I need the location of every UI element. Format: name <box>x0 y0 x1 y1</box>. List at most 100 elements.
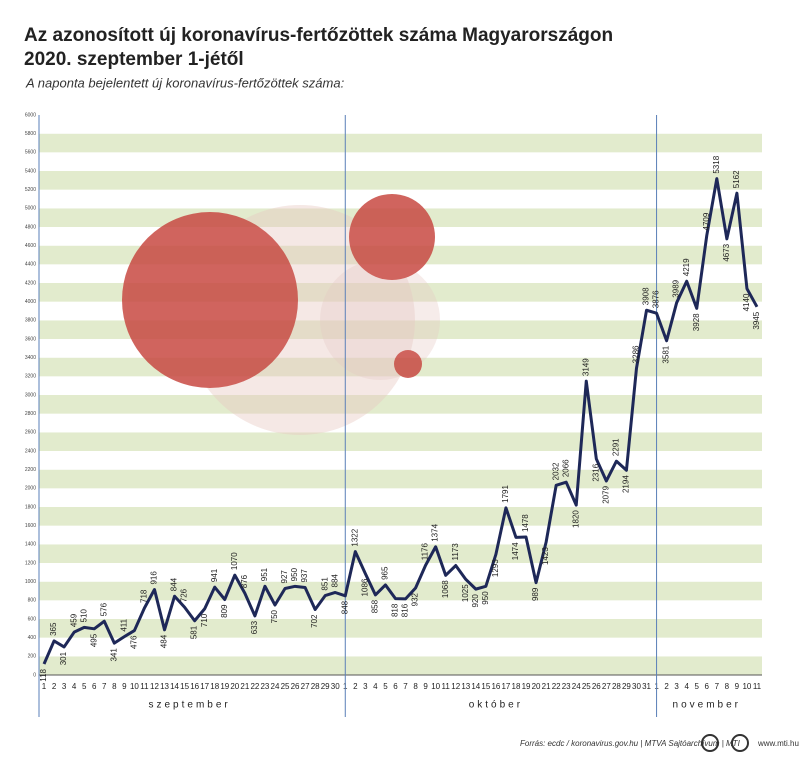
x-tick-label: 14 <box>170 682 179 691</box>
y-tick-label: 3200 <box>25 374 36 380</box>
data-label: 702 <box>310 614 319 628</box>
x-tick-label: 13 <box>461 682 470 691</box>
data-label: 2066 <box>561 459 570 477</box>
data-label: 2079 <box>601 485 610 503</box>
data-label: 1176 <box>421 542 430 560</box>
x-tick-label: 10 <box>130 682 139 691</box>
x-tick-label: 15 <box>180 682 189 691</box>
x-tick-label: 27 <box>602 682 611 691</box>
data-label: 989 <box>531 587 540 601</box>
x-tick-label: 23 <box>260 682 269 691</box>
y-tick-label: 1000 <box>25 579 36 585</box>
month-label: szeptember <box>149 700 231 711</box>
data-label: 576 <box>99 602 108 616</box>
data-label: 718 <box>140 589 149 603</box>
data-label: 411 <box>119 618 128 631</box>
grid-band <box>39 376 762 395</box>
x-tick-label: 16 <box>491 682 500 691</box>
x-tick-label: 30 <box>632 682 641 691</box>
y-tick-label: 4400 <box>25 262 36 268</box>
data-label: 3149 <box>581 358 590 376</box>
x-tick-label: 2 <box>52 682 57 691</box>
month-label: november <box>673 700 741 711</box>
chart-title-line: 2020. szeptember 1-jétől <box>24 49 244 70</box>
data-label: 951 <box>260 567 269 581</box>
y-tick-label: 200 <box>28 654 37 660</box>
x-tick-label: 10 <box>431 682 440 691</box>
data-label: 816 <box>401 603 410 617</box>
data-label: 884 <box>330 574 339 588</box>
data-label: 710 <box>200 613 209 627</box>
x-tick-label: 26 <box>291 682 300 691</box>
logos <box>701 734 749 752</box>
data-label: 2032 <box>551 462 560 480</box>
data-label: 1374 <box>431 523 440 541</box>
data-label: 726 <box>180 588 189 602</box>
x-tick-label: 7 <box>715 682 720 691</box>
x-tick-label: 24 <box>271 682 280 691</box>
website: www.mti.hu <box>757 739 799 748</box>
x-tick-label: 17 <box>501 682 510 691</box>
data-label: 2291 <box>612 438 621 456</box>
x-tick-label: 29 <box>622 682 631 691</box>
y-tick-label: 6000 <box>25 112 36 118</box>
x-tick-label: 22 <box>250 682 259 691</box>
x-tick-label: 9 <box>122 682 127 691</box>
data-label: 1068 <box>441 580 450 598</box>
data-label: 1474 <box>511 542 520 560</box>
virus-illustration <box>122 194 440 435</box>
x-tick-label: 31 <box>642 682 651 691</box>
x-tick-label: 26 <box>592 682 601 691</box>
x-tick-label: 19 <box>522 682 531 691</box>
grid-band <box>39 413 762 433</box>
x-tick-label: 20 <box>532 682 541 691</box>
x-tick-label: 25 <box>582 682 591 691</box>
grid-band <box>39 488 762 507</box>
data-label: 3908 <box>642 287 651 305</box>
grid-band <box>39 115 762 134</box>
x-tick-label: 17 <box>200 682 209 691</box>
grid-band <box>39 637 762 657</box>
data-label: 950 <box>290 567 299 581</box>
grid-band <box>39 656 762 675</box>
x-tick-label: 2 <box>664 682 669 691</box>
data-label: 2316 <box>591 463 600 481</box>
y-tick-label: 5800 <box>25 131 36 137</box>
y-tick-label: 1600 <box>25 523 36 529</box>
grid-band <box>39 171 762 190</box>
x-tick-label: 30 <box>331 682 340 691</box>
data-label: 1070 <box>230 552 239 570</box>
x-tick-label: 5 <box>695 682 700 691</box>
x-tick-label: 11 <box>442 682 451 691</box>
data-label: 365 <box>49 622 58 636</box>
y-tick-label: 400 <box>28 635 37 641</box>
data-label: 927 <box>280 570 289 584</box>
x-tick-label: 1 <box>42 682 47 691</box>
data-label: 4140 <box>742 293 751 311</box>
data-label: 581 <box>190 625 199 639</box>
source: Forrás: ecdc / koronavirus.gov.hu | MTVA… <box>520 739 741 748</box>
y-tick-label: 5000 <box>25 206 36 212</box>
data-label: 848 <box>340 600 349 614</box>
data-label: 4673 <box>722 243 731 261</box>
x-tick-label: 6 <box>92 682 97 691</box>
data-label: 858 <box>371 599 380 613</box>
y-tick-label: 4600 <box>25 243 36 249</box>
y-tick-label: 2200 <box>25 467 36 473</box>
grid-band <box>39 600 762 619</box>
x-tick-label: 6 <box>393 682 398 691</box>
data-label: 341 <box>109 648 118 662</box>
y-tick-label: 1800 <box>25 504 36 510</box>
grid-band <box>39 152 762 171</box>
x-tick-label: 16 <box>190 682 199 691</box>
month-label: október <box>469 700 523 711</box>
y-tick-label: 5200 <box>25 187 36 193</box>
data-label: 4219 <box>682 258 691 276</box>
x-tick-label: 21 <box>542 682 551 691</box>
data-label: 750 <box>270 609 279 623</box>
grid-band <box>39 432 762 451</box>
y-tick-label: 4200 <box>25 280 36 286</box>
x-tick-label: 28 <box>612 682 621 691</box>
x-tick-label: 11 <box>140 682 149 691</box>
